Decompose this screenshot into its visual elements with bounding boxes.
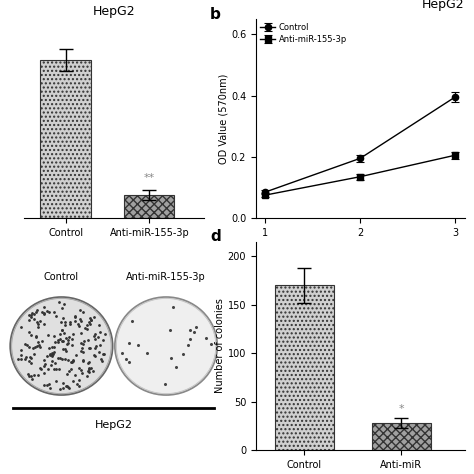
Text: b: b — [210, 7, 221, 22]
Text: HepG2: HepG2 — [422, 0, 465, 11]
Bar — [373, 423, 430, 450]
Bar — [40, 61, 91, 218]
Text: Control: Control — [44, 273, 79, 283]
X-axis label: Days: Days — [346, 243, 374, 253]
Y-axis label: OD Value (570nm): OD Value (570nm) — [218, 73, 228, 164]
Y-axis label: Number of colonies: Number of colonies — [215, 299, 225, 393]
Text: HepG2: HepG2 — [95, 420, 133, 430]
Text: *: * — [399, 404, 404, 414]
Text: **: ** — [144, 173, 155, 183]
Title: HepG2: HepG2 — [92, 5, 135, 18]
Legend: Control, Anti-miR-155-3p: Control, Anti-miR-155-3p — [260, 23, 346, 44]
Text: d: d — [210, 229, 221, 244]
Circle shape — [115, 297, 217, 395]
Bar — [124, 194, 174, 218]
Circle shape — [10, 297, 113, 395]
Bar — [275, 285, 334, 450]
Text: Anti-miR-155-3p: Anti-miR-155-3p — [126, 273, 206, 283]
